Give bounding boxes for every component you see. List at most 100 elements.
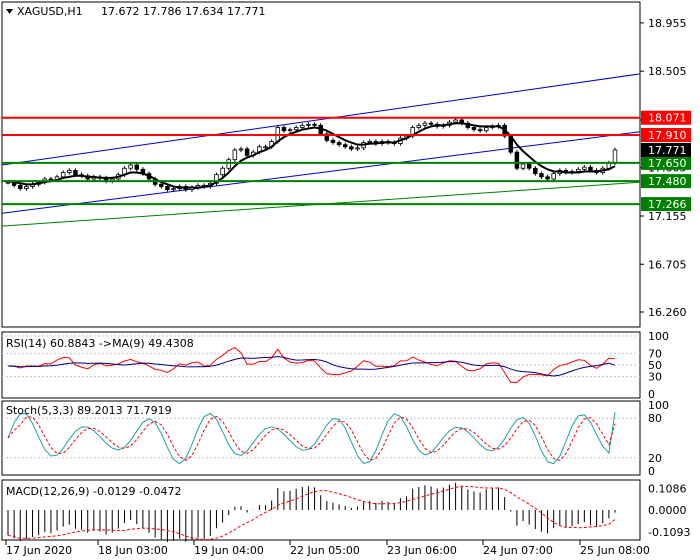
candle-body (520, 163, 526, 169)
candle-body (293, 127, 299, 131)
candle-body (453, 119, 458, 123)
candle-body (134, 164, 139, 170)
time-tick-label: 25 Jun 08:00 (580, 544, 650, 557)
time-tick-label: 22 Jun 05:00 (290, 544, 360, 557)
candle-body (428, 122, 434, 125)
candle-body (471, 127, 477, 131)
candle-body (588, 166, 593, 171)
stoch-tick-label: 0 (648, 465, 655, 478)
level-price-box (641, 110, 691, 125)
rsi-tick-label: 100 (648, 330, 669, 343)
rsi-tick-label: 70 (648, 347, 662, 360)
candle-body (220, 167, 225, 176)
stoch-k-line (7, 412, 616, 465)
candle-body (612, 149, 618, 164)
time-tick-label: 23 Jun 06:00 (387, 544, 457, 557)
candle-body (330, 139, 336, 143)
chart-menu-arrow-icon[interactable] (6, 9, 13, 14)
candle-body (165, 186, 170, 191)
rsi-tick-label: 0 (648, 388, 655, 401)
level-price-label: 17.480 (648, 175, 687, 188)
level-price-box (641, 128, 691, 143)
candle-body (171, 188, 176, 191)
candle-body (312, 123, 317, 126)
candle-body (336, 142, 342, 146)
candle-body (226, 159, 231, 169)
rsi-tick-label: 30 (648, 371, 662, 384)
price-tick-label: 17.155 (648, 210, 687, 223)
stoch-d-line (7, 415, 616, 462)
candle-body (545, 176, 550, 180)
candle-body (232, 149, 238, 161)
level-price-box (641, 155, 691, 170)
channel-upper-line (1, 73, 641, 166)
candle-body (416, 124, 422, 128)
candle-body (263, 146, 268, 149)
macd-tick-label: 0.1086 (648, 482, 687, 495)
candle-body (477, 129, 483, 132)
time-tick-label: 17 Jun 2020 (6, 544, 72, 557)
candle-body (5, 181, 11, 184)
candle-body (244, 148, 250, 156)
stoch-tick-label: 100 (648, 399, 669, 412)
stoch-tick-label: 80 (648, 412, 662, 425)
candle-body (128, 164, 133, 169)
candle-body (18, 185, 23, 190)
candle-body (526, 163, 532, 169)
current-price-label: 17.771 (648, 144, 687, 157)
price-tick-label: 18.955 (648, 17, 687, 30)
candle-body (306, 123, 311, 126)
macd-tick-label: -0.1093 (648, 526, 690, 539)
time-tick-label: 19 Jun 04:00 (194, 544, 264, 557)
candle-body (324, 133, 330, 141)
rsi-line (7, 347, 616, 383)
candle-body (300, 124, 305, 128)
rsi-label: RSI(14) 60.8843 ->MA(9) 49.4308 (6, 337, 194, 350)
candle-body (287, 129, 293, 132)
candle-body (349, 146, 354, 150)
candle-body (238, 148, 244, 151)
candle-body (60, 172, 66, 178)
level-price-label: 17.650 (648, 157, 687, 170)
candle-body (67, 169, 72, 173)
candle-body (514, 151, 520, 169)
candle-body (422, 122, 428, 126)
ohlc-label: 17.672 17.786 17.634 17.771 (101, 5, 265, 18)
candle-body (533, 167, 538, 175)
time-tick-label: 24 Jun 07:00 (483, 544, 553, 557)
stoch-tick-label: 20 (648, 452, 662, 465)
candle-body (367, 141, 372, 143)
level-price-label: 18.071 (648, 112, 687, 125)
symbol-label: XAGUSD,H1 (17, 5, 83, 18)
price-tick-label: 16.705 (648, 258, 687, 271)
candle-body (551, 173, 556, 180)
channel-lower-line (1, 131, 641, 214)
stoch-label: Stoch(5,3,3) 89.2013 71.7919 (6, 404, 172, 417)
macd-label: MACD(12,26,9) -0.0129 -0.0472 (6, 485, 181, 498)
candle-body (73, 169, 78, 176)
level-price-box (641, 174, 691, 189)
macd-tick-label: 0.0000 (648, 504, 687, 517)
main-panel-frame (1, 1, 641, 328)
candle-body (484, 127, 489, 132)
candle-body (575, 168, 581, 172)
price-tick-label: 16.260 (648, 306, 687, 319)
moving-average-line (7, 122, 616, 189)
candle-body (582, 166, 587, 170)
level-price-box (641, 197, 691, 212)
candle-body (159, 183, 164, 187)
candle-body (342, 144, 348, 148)
rsi-tick-label: 50 (648, 359, 662, 372)
stoch-panel-frame (1, 400, 641, 476)
price-tick-label: 18.505 (648, 65, 687, 78)
rsi-ma-line (7, 356, 616, 377)
rsi-panel-frame (1, 331, 641, 399)
candle-body (281, 127, 287, 132)
candle-body (48, 178, 54, 181)
level-price-label: 17.266 (648, 198, 687, 211)
time-tick-label: 18 Jun 03:00 (98, 544, 168, 557)
level-price-label: 17.910 (648, 129, 687, 142)
macd-signal-line (7, 485, 616, 541)
candle-body (539, 173, 544, 178)
